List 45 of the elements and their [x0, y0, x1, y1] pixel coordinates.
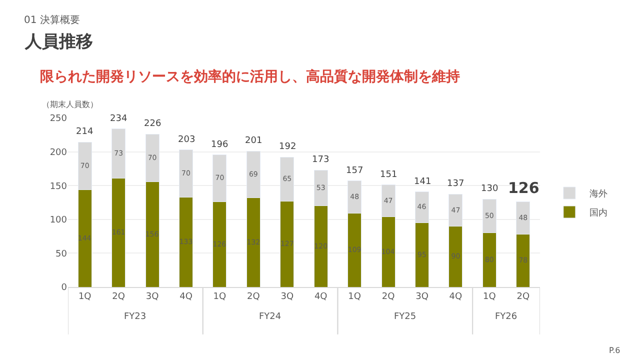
x-tick-label: 2Q [112, 292, 125, 302]
text: FY26 [495, 312, 518, 322]
y-tick-label: 0 [61, 283, 68, 294]
x-tick-label: 2Q [247, 292, 260, 302]
x-tick-label: 2Q [382, 292, 395, 302]
total-label: 157 [346, 166, 364, 176]
total-label: 151 [380, 170, 398, 180]
x-tick-label: 4Q [314, 292, 328, 302]
text: FY24 [259, 312, 282, 322]
y-tick-label: 150 [50, 182, 68, 192]
chart-title: 人員推移 [24, 32, 93, 52]
total-label: 203 [178, 135, 196, 145]
y-axis-title: （期末人員数） [42, 100, 98, 109]
x-tick-label: 3Q [416, 292, 428, 302]
total-label: 192 [279, 142, 296, 152]
total-label: 141 [414, 177, 432, 187]
total-label: 226 [144, 119, 162, 129]
chart-subtitle: 限られた開発リソースを効率的に活用し、高品質な開発体制を維持 [40, 68, 460, 85]
x-tick-label: 1Q [213, 292, 226, 302]
y-tick-label: 100 [50, 216, 68, 226]
x-tick-label: 4Q [449, 292, 462, 302]
total-label: 130 [481, 184, 498, 194]
text: 01 決算概要 [24, 14, 80, 26]
y-tick-label: 250 [50, 114, 68, 124]
x-tick-label: 1Q [483, 292, 496, 302]
text: P.6 [609, 346, 620, 355]
total-label: 173 [312, 155, 330, 165]
total-label: 234 [110, 114, 128, 124]
x-tick-label: 3Q [280, 292, 294, 302]
x-tick-label: 1Q [348, 292, 361, 302]
legend-label: 国内 [589, 208, 608, 219]
legend-label: 海外 [589, 188, 608, 200]
x-tick-label: 3Q [146, 292, 159, 302]
total-label: 214 [76, 127, 94, 137]
y-tick-label: 50 [56, 249, 68, 260]
x-tick-label: 4Q [180, 292, 192, 302]
total-label: 196 [211, 140, 228, 150]
x-tick-label: 1Q [78, 292, 92, 302]
y-tick-label: 200 [50, 148, 68, 158]
total-label: 137 [447, 179, 464, 189]
total-label: 201 [245, 136, 262, 146]
total-label: 126 [508, 179, 540, 197]
x-tick-label: 2Q [516, 292, 530, 302]
text: FY23 [124, 312, 146, 322]
text: FY25 [394, 312, 416, 322]
